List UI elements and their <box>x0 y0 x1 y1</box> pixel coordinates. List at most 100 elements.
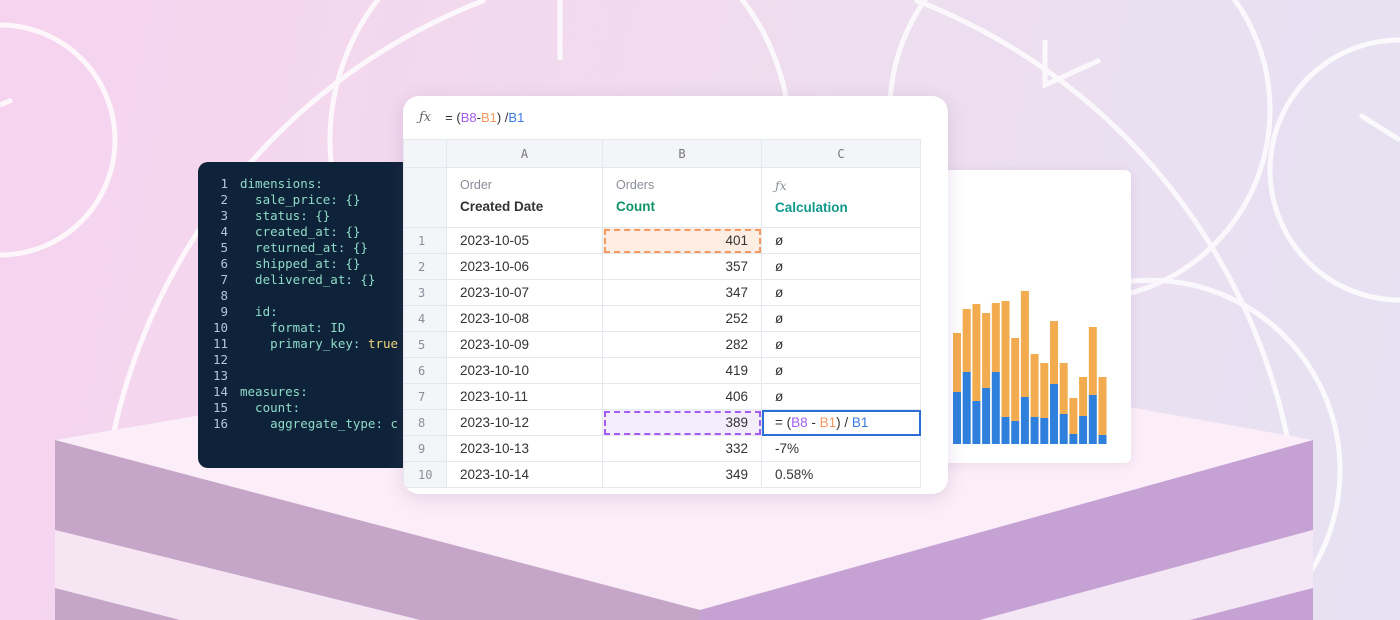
cell-date[interactable]: 2023-10-08 <box>446 305 603 332</box>
cell-c-active[interactable]: = (B8 - B1) / B1 <box>761 409 921 436</box>
cell-date[interactable]: 2023-10-06 <box>446 253 603 280</box>
cell-count[interactable]: 419 <box>602 357 762 384</box>
code-line: 11 primary_key: true <box>198 336 428 352</box>
table-row: 5 2023-10-09 282 ø <box>403 331 921 358</box>
row-number[interactable]: 2 <box>403 253 447 280</box>
row-number[interactable]: 10 <box>403 461 447 488</box>
cell-calculation[interactable]: ø <box>761 331 921 358</box>
cell-date[interactable]: 2023-10-13 <box>446 435 603 462</box>
line-number: 5 <box>220 240 228 255</box>
cell-count[interactable]: 401 <box>602 227 762 254</box>
bar-segment-orange <box>1079 377 1088 416</box>
line-number: 6 <box>220 256 228 271</box>
cell-count[interactable]: 389 <box>602 409 762 436</box>
stacked-bar-chart <box>953 291 1107 444</box>
field-header-created-date[interactable]: Order Created Date <box>446 167 603 228</box>
cell-date[interactable]: 2023-10-14 <box>446 461 603 488</box>
code-text: returned_at: {} <box>240 240 368 255</box>
cell-count[interactable]: 349 <box>602 461 762 488</box>
stacked-bar-chart-card <box>925 170 1131 463</box>
code-keyword: true <box>367 336 399 351</box>
row-number[interactable]: 5 <box>403 331 447 358</box>
cell-count[interactable]: 252 <box>602 305 762 332</box>
cell-date[interactable]: 2023-10-12 <box>446 409 603 436</box>
cell-count[interactable]: 282 <box>602 331 762 358</box>
cell-count[interactable]: 347 <box>602 279 762 306</box>
bar-segment-blue <box>1001 417 1010 444</box>
row-number[interactable]: 8 <box>403 409 447 436</box>
function-icon: ƒx <box>419 110 432 125</box>
row-number[interactable]: 9 <box>403 435 447 462</box>
formula-ref-b8: B8 <box>791 415 808 430</box>
line-number: 11 <box>212 336 228 351</box>
bar-segment-orange <box>953 333 961 392</box>
column-header-b[interactable]: B <box>602 139 762 168</box>
cell-calculation[interactable]: ø <box>761 279 921 306</box>
field-header-calculation[interactable]: ƒx Calculation <box>761 167 921 228</box>
field-label: Calculation <box>775 200 848 215</box>
bar-segment-orange <box>1050 321 1058 384</box>
bar-segment-blue <box>1098 435 1107 444</box>
row-number[interactable]: 6 <box>403 357 447 384</box>
formula-bar[interactable]: ƒx = (B8 - B1) / B1 <box>403 96 948 139</box>
bar-segment-orange <box>1059 363 1068 414</box>
cell-date[interactable]: 2023-10-05 <box>446 227 603 254</box>
bar-segment-orange <box>991 303 1000 372</box>
cell-calculation[interactable]: -7% <box>761 435 921 462</box>
formula-ref-b1: B1 <box>480 110 497 125</box>
code-line: 8 <box>198 288 428 304</box>
cell-calculation[interactable]: ø <box>761 383 921 410</box>
field-header-count[interactable]: Orders Count <box>602 167 762 228</box>
cell-count[interactable]: 357 <box>602 253 762 280</box>
bar-segment-blue <box>1011 421 1020 444</box>
cell-count[interactable]: 332 <box>602 435 762 462</box>
code-text: dimensions: <box>240 176 323 191</box>
cell-date[interactable]: 2023-10-09 <box>446 331 603 358</box>
row-number[interactable]: 3 <box>403 279 447 306</box>
bar-segment-orange <box>1020 291 1029 397</box>
table-row: 6 2023-10-10 419 ø <box>403 357 921 384</box>
field-header-row: Order Created Date Orders Count ƒx Calculat… <box>403 167 921 228</box>
cell-calculation[interactable]: ø <box>761 227 921 254</box>
row-number[interactable]: 7 <box>403 383 447 410</box>
code-text: sale_price: {} <box>240 192 361 207</box>
code-text: measures: <box>240 384 308 399</box>
cell-calculation[interactable]: 0.58% <box>761 461 921 488</box>
row-number <box>403 167 447 228</box>
code-text: count: <box>240 400 301 415</box>
row-number[interactable]: 4 <box>403 305 447 332</box>
code-text: id: <box>240 304 278 319</box>
formula-ref-b1: B1 <box>508 110 525 125</box>
code-text: status: {} <box>240 208 331 223</box>
formula-ref-b1: B1 <box>819 415 837 430</box>
table-row: 4 2023-10-08 252 ø <box>403 305 921 332</box>
line-number: 4 <box>220 224 228 239</box>
cell-date[interactable]: 2023-10-11 <box>446 383 603 410</box>
code-text: delivered_at: {} <box>240 272 376 287</box>
cell-date[interactable]: 2023-10-07 <box>446 279 603 306</box>
formula-text: = ( <box>445 110 461 125</box>
code-text: shipped_at: {} <box>240 256 361 271</box>
cell-calculation[interactable]: ø <box>761 305 921 332</box>
bar-segment-orange <box>1001 301 1010 417</box>
bar-segment-blue <box>982 388 991 444</box>
cell-calculation[interactable]: ø <box>761 357 921 384</box>
bar-segment-blue <box>1030 417 1039 444</box>
code-line: 16 aggregate_type: c <box>198 416 428 432</box>
line-number: 16 <box>212 416 228 431</box>
cell-calculation[interactable]: ø <box>761 253 921 280</box>
column-header-a[interactable]: A <box>446 139 603 168</box>
line-number: 13 <box>212 368 228 383</box>
code-line: 7 delivered_at: {} <box>198 272 428 288</box>
code-text: format: ID <box>240 320 346 335</box>
row-number[interactable]: 1 <box>403 227 447 254</box>
cell-date[interactable]: 2023-10-10 <box>446 357 603 384</box>
field-group: Order <box>460 178 492 192</box>
column-header-c[interactable]: C <box>761 139 921 168</box>
bar-segment-orange <box>1069 398 1078 434</box>
yaml-code-editor[interactable]: 1 dimensions: 2 sale_price: {} 3 status: {}… <box>198 162 428 468</box>
spreadsheet: ƒx = (B8 - B1) / B1 A B C Order Created D… <box>403 96 948 494</box>
platform-left-side <box>55 440 700 620</box>
code-line: 1 dimensions: <box>198 176 428 192</box>
cell-count[interactable]: 406 <box>602 383 762 410</box>
